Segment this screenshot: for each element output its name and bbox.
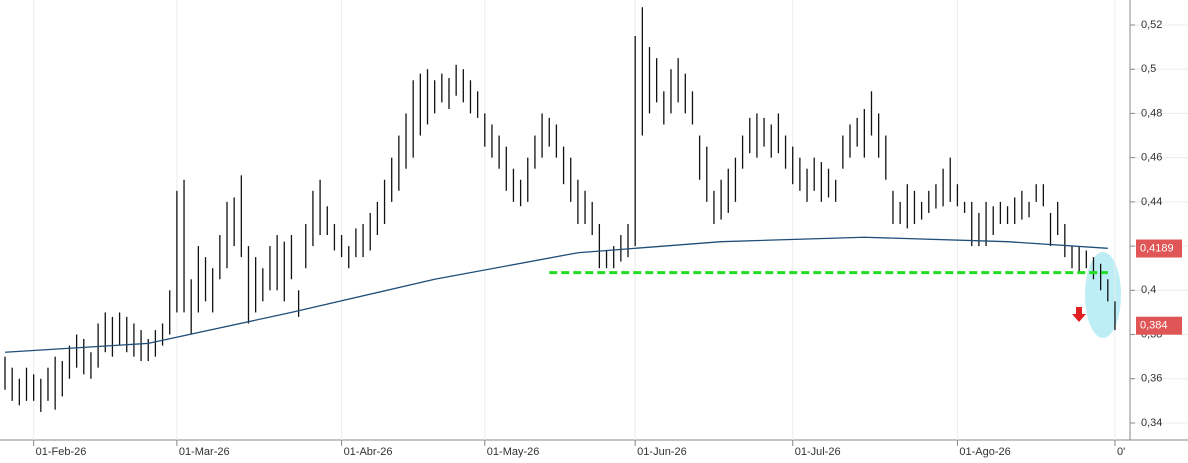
y-tick-label: 0,46 xyxy=(1141,152,1162,164)
x-tick-label: 01-Jun-26 xyxy=(637,446,687,458)
y-tick-label: 0,34 xyxy=(1141,417,1162,429)
x-tick-label: 01-Abr-26 xyxy=(344,446,393,458)
price-label-box xyxy=(1136,316,1182,335)
x-tick-label: 01-Mar-26 xyxy=(179,446,230,458)
x-tick-label: 01-Ago-26 xyxy=(959,446,1010,458)
x-tick-label: 0' xyxy=(1117,446,1125,458)
price-label-box xyxy=(1136,239,1182,258)
y-tick-label: 0,52 xyxy=(1141,19,1162,31)
price-label: 0,4189 xyxy=(1140,242,1174,254)
y-tick-label: 0,5 xyxy=(1141,63,1156,75)
price-label: 0,384 xyxy=(1140,320,1168,332)
x-tick-label: 01-Jul-26 xyxy=(795,446,841,458)
y-tick-label: 0,36 xyxy=(1141,373,1162,385)
x-tick-label: 01-May-26 xyxy=(487,446,540,458)
x-tick-label: 01-Feb-26 xyxy=(36,446,87,458)
down-arrow xyxy=(1072,307,1086,322)
moving-average xyxy=(4,236,1108,353)
y-tick-label: 0,4 xyxy=(1141,284,1156,296)
y-tick-label: 0,48 xyxy=(1141,107,1162,119)
y-tick-label: 0,44 xyxy=(1141,196,1162,208)
